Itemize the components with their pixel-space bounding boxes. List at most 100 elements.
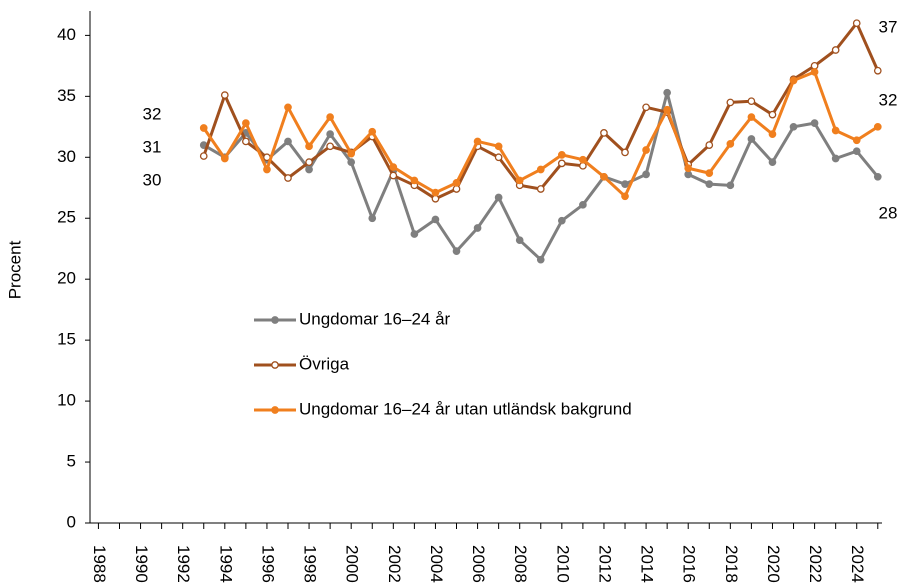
data-point: [326, 142, 334, 151]
y-tick-label: 30: [57, 147, 76, 166]
data-point: [663, 88, 671, 97]
data-point: [663, 105, 671, 114]
legend-marker: [271, 316, 279, 324]
data-point: [494, 142, 503, 151]
legend-label: Ungdomar 16–24 år: [299, 309, 451, 328]
data-point: [410, 176, 419, 185]
data-point: [515, 176, 524, 185]
y-tick-label: 15: [57, 330, 76, 349]
data-point: [557, 216, 566, 225]
x-tick-label: 2000: [343, 545, 362, 583]
data-point: [452, 247, 461, 256]
annotation: 37: [879, 17, 898, 36]
annotation: 31: [143, 137, 162, 156]
data-point: [621, 192, 629, 201]
data-point: [326, 130, 334, 138]
data-point: [305, 142, 313, 151]
x-tick-label: 1990: [132, 545, 151, 583]
legend-marker: [271, 361, 279, 369]
legend-label: Övriga: [299, 354, 350, 373]
data-point: [726, 181, 735, 190]
data-point: [368, 214, 377, 223]
data-point: [431, 188, 440, 197]
x-tick-label: 2020: [764, 545, 783, 583]
data-point: [873, 122, 882, 131]
data-point: [263, 165, 271, 174]
x-tick-label: 2010: [553, 545, 572, 583]
data-point: [579, 161, 587, 170]
y-axis-label: Procent: [5, 240, 24, 299]
data-point: [810, 62, 819, 70]
data-point: [242, 119, 250, 128]
data-point: [768, 110, 777, 119]
data-point: [789, 122, 798, 131]
data-point: [831, 154, 840, 163]
x-tick-label: 1994: [216, 545, 235, 583]
data-point: [873, 172, 882, 181]
data-point: [557, 150, 566, 159]
x-tick-label: 2002: [385, 545, 404, 583]
data-point: [473, 224, 482, 232]
data-point: [579, 155, 587, 164]
data-point: [621, 148, 629, 157]
y-tick-label: 25: [57, 208, 76, 227]
data-point: [600, 129, 608, 137]
data-point: [705, 141, 714, 149]
y-tick-label: 40: [57, 25, 76, 44]
y-tick-label: 0: [67, 512, 76, 531]
data-point: [389, 171, 398, 180]
data-point: [347, 158, 356, 167]
data-point: [705, 169, 714, 177]
data-point: [684, 170, 693, 179]
legend-label: Ungdomar 16–24 år utan utländsk bakgrund: [299, 399, 632, 418]
data-point: [726, 98, 735, 107]
data-point: [536, 185, 545, 193]
x-tick-label: 2006: [469, 545, 488, 583]
x-tick-label: 2016: [680, 545, 699, 583]
data-point: [284, 103, 292, 112]
data-point: [515, 236, 524, 245]
data-point: [642, 103, 650, 112]
data-point: [284, 174, 292, 182]
data-point: [536, 165, 545, 174]
data-point: [684, 164, 693, 173]
x-tick-label: 1998: [301, 545, 320, 583]
annotation: 32: [143, 104, 162, 123]
data-point: [494, 193, 503, 202]
y-tick-label: 10: [57, 391, 76, 410]
data-point: [642, 170, 650, 179]
x-tick-label: 2024: [848, 545, 867, 583]
series-line: [202, 70, 879, 198]
data-point: [305, 165, 313, 174]
x-tick-label: 1992: [174, 545, 193, 583]
data-point: [431, 215, 440, 224]
data-point: [326, 113, 334, 121]
data-point: [284, 137, 292, 146]
data-point: [789, 76, 798, 85]
data-point: [494, 153, 503, 162]
y-tick-label: 5: [67, 452, 76, 471]
data-point: [747, 135, 756, 143]
data-point: [768, 158, 777, 167]
x-tick-label: 2012: [595, 545, 614, 583]
data-point: [431, 194, 440, 203]
data-point: [810, 68, 819, 76]
data-point: [220, 91, 229, 99]
data-point: [579, 200, 587, 209]
data-point: [831, 126, 840, 135]
x-tick-label: 2014: [638, 545, 657, 583]
data-point: [473, 137, 482, 146]
x-tick-label: 2018: [722, 545, 741, 583]
data-point: [747, 113, 756, 121]
annotation: 32: [879, 90, 898, 109]
data-point: [368, 127, 377, 136]
data-point: [220, 154, 229, 163]
y-tick-label: 20: [57, 269, 76, 288]
data-point: [199, 152, 208, 160]
data-point: [642, 146, 650, 154]
data-point: [852, 147, 861, 156]
data-point: [747, 97, 756, 106]
data-point: [389, 163, 398, 171]
data-point: [452, 179, 461, 187]
